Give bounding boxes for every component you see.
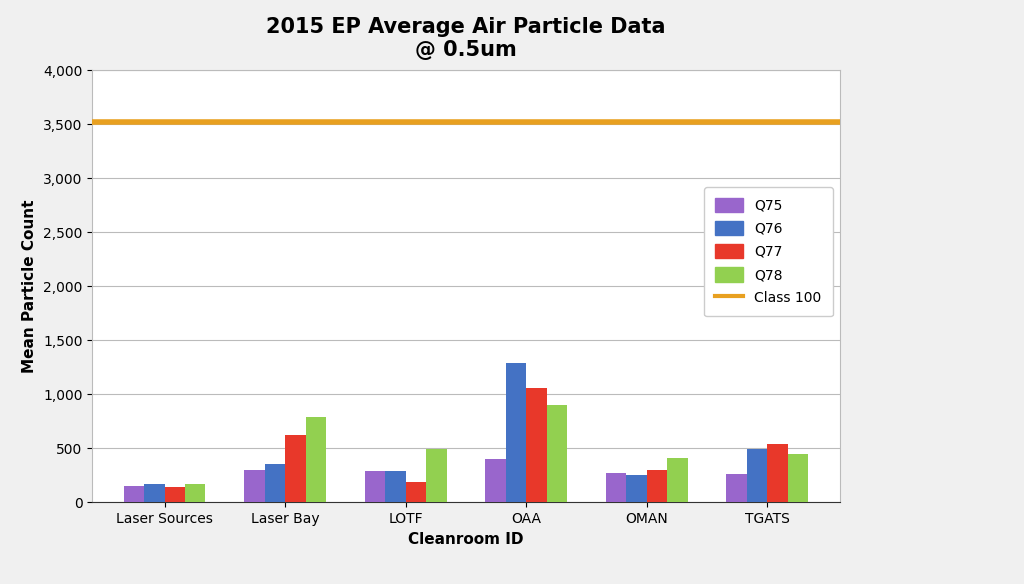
Bar [647,470,668,502]
Bar [244,470,264,502]
Class 100 [159,119,171,126]
Bar [627,475,647,502]
Bar [365,471,385,502]
Bar [406,482,426,502]
Bar [285,434,305,502]
Bar [726,474,746,502]
Bar [264,464,285,502]
Bar [606,472,627,502]
Legend: Q75, Q76, Q77, Q78, Class 100: Q75, Q76, Q77, Q78, Class 100 [705,187,833,317]
Bar [144,484,165,502]
Bar [385,471,406,502]
Bar [305,418,326,502]
Bar [426,449,446,502]
Bar [547,405,567,502]
Bar [526,388,547,502]
Y-axis label: Mean Particle Count: Mean Particle Count [23,199,38,373]
Class 100 [279,119,291,126]
Title: 2015 EP Average Air Particle Data
@ 0.5um: 2015 EP Average Air Particle Data @ 0.5u… [266,17,666,60]
Bar [506,363,526,502]
Bar [485,459,506,502]
X-axis label: Cleanroom ID: Cleanroom ID [409,531,523,547]
Bar [787,454,808,502]
Bar [746,449,767,502]
Bar [124,486,144,502]
Bar [165,487,185,502]
Bar [668,458,688,502]
Bar [767,444,787,502]
Bar [185,484,206,502]
